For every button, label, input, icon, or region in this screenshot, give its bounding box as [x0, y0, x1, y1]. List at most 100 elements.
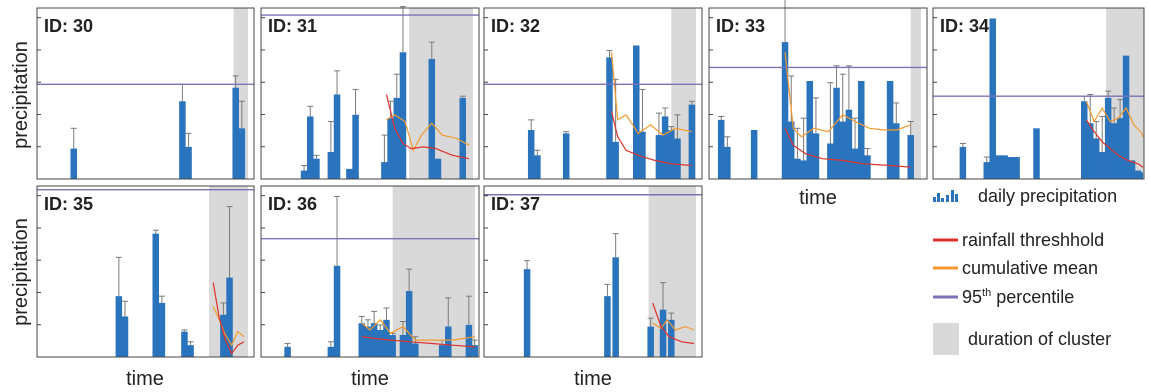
bar-19 [907, 135, 914, 179]
bar-12 [839, 121, 846, 179]
bar-11 [405, 291, 413, 357]
bar-16 [864, 155, 871, 179]
bar-7 [377, 329, 384, 357]
bar-19 [1136, 172, 1143, 179]
panel-frame [36, 7, 255, 180]
panel-frame [932, 7, 1145, 180]
bar-16 [1122, 55, 1130, 179]
legend-label: 95th percentile [962, 287, 1074, 307]
bar-10 [668, 129, 675, 179]
bar-9 [389, 335, 396, 357]
bar-8 [806, 80, 814, 179]
rainfall-threshold-line [385, 94, 470, 160]
bar-1 [523, 269, 531, 357]
bar-18 [893, 123, 900, 179]
bar-15 [465, 324, 473, 357]
bar-2 [307, 116, 314, 179]
bar-8 [381, 162, 388, 179]
cumulative-mean-line [784, 52, 911, 138]
bar-2 [327, 346, 335, 357]
bar-13 [438, 345, 446, 357]
bar-6 [668, 319, 675, 357]
bar-16 [471, 345, 478, 357]
legend-item-1: daily precipitation [933, 186, 1117, 206]
panel-frame [260, 185, 480, 358]
legend-label: duration of cluster [968, 329, 1111, 349]
bar-8 [1033, 128, 1040, 179]
bar-7 [1013, 157, 1020, 179]
bar-3 [750, 129, 758, 179]
legend-label-part: percentile [991, 287, 1074, 307]
bar-4 [158, 302, 166, 357]
bar-10 [827, 143, 834, 179]
bar-5 [659, 309, 667, 357]
rainfall-threshold-line [652, 302, 694, 345]
rainfall-threshold-line [1085, 119, 1144, 168]
bar-1 [115, 296, 123, 357]
panel-title: ID: 31 [268, 16, 317, 36]
bar-12 [412, 343, 419, 357]
legend-label: rainfall threshhold [962, 230, 1104, 250]
bar-12 [428, 59, 436, 180]
bar-12 [688, 104, 696, 179]
bar-4 [606, 57, 613, 179]
bar-1 [527, 129, 535, 179]
cluster-region [392, 186, 476, 357]
cumulative-mean-line [212, 306, 245, 347]
panel-title: ID: 32 [491, 16, 540, 36]
bar-2 [724, 146, 731, 179]
bar-13 [434, 158, 442, 179]
panel-5: ID: 34 [932, 7, 1145, 180]
bar-1 [717, 119, 725, 179]
bar-7 [220, 314, 227, 357]
bar-7 [800, 160, 807, 179]
panel-title: ID: 34 [940, 16, 989, 36]
rainfall-threshold-line [212, 282, 245, 355]
legend: daily precipitation rainfall threshhold cu… [933, 186, 1117, 355]
rainfall-threshold-line [361, 336, 476, 348]
bar-11 [1092, 138, 1100, 179]
cumulative-mean-line [386, 114, 470, 152]
bar-6 [794, 158, 801, 179]
ylabel-bottom: precipitation [10, 218, 32, 326]
panel-title: ID: 30 [44, 16, 93, 36]
bar-4 [232, 87, 239, 179]
bar-14 [851, 148, 859, 179]
bar-6 [1007, 157, 1014, 179]
bar-10 [393, 97, 401, 179]
bar-14 [459, 97, 466, 179]
bar-2 [983, 162, 991, 179]
bar-10 [399, 335, 407, 357]
bar-5 [238, 128, 246, 179]
bar-10 [1086, 123, 1094, 179]
bar-1 [284, 346, 291, 357]
panel-title: ID: 37 [491, 194, 540, 214]
bar-4 [358, 323, 366, 357]
rainfall-threshold-line [610, 111, 692, 167]
bar-5 [1001, 155, 1008, 179]
legend-label-sup: th [982, 287, 991, 299]
panel-2: ID: 31 [260, 6, 480, 180]
bar-2 [604, 296, 611, 357]
bar-8 [655, 135, 663, 179]
bar-4 [327, 151, 335, 179]
bar-9 [1081, 101, 1088, 179]
chart-panels: ID: 30 ID: 31 ID: 32 ID: 33 ID: 34 ID: 35 ID: … [36, 0, 1145, 358]
rainfall-threshold-line [784, 128, 911, 168]
bar-3 [185, 146, 192, 179]
legend-label: cumulative mean [962, 258, 1098, 278]
bar-5 [333, 94, 341, 179]
bar-8 [226, 277, 233, 357]
panel-frame [260, 7, 480, 180]
legend-bar-1 [933, 197, 936, 202]
bar-5 [787, 121, 795, 179]
legend-label-part: 95 [962, 287, 982, 307]
bar-13 [845, 109, 853, 179]
panel-4: ID: 33 [708, 0, 928, 180]
bar-6 [370, 323, 378, 357]
panel-frame [483, 185, 703, 358]
panel-1: ID: 30 [36, 7, 255, 180]
bar-9 [387, 118, 394, 179]
bar-14 [445, 326, 452, 357]
